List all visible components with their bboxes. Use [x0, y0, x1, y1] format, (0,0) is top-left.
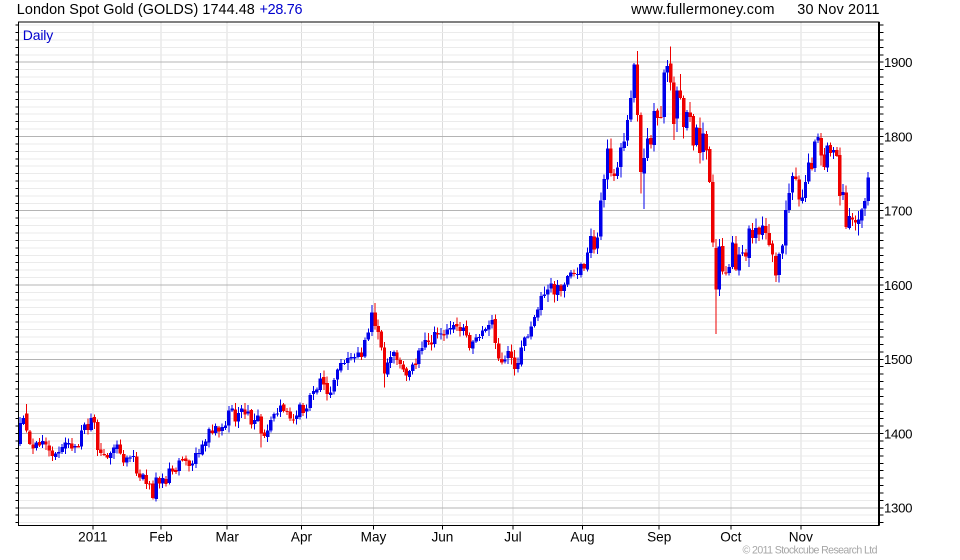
svg-text:May: May [361, 530, 387, 545]
svg-text:Mar: Mar [215, 530, 239, 545]
svg-text:© 2011 Stockcube Research Ltd: © 2011 Stockcube Research Ltd [743, 545, 878, 557]
svg-text:1800: 1800 [884, 129, 913, 144]
svg-text:30 Nov 2011: 30 Nov 2011 [797, 2, 879, 18]
svg-text:2011: 2011 [78, 530, 107, 545]
svg-text:Oct: Oct [720, 530, 741, 545]
svg-text:Daily: Daily [23, 27, 53, 43]
svg-text:Apr: Apr [291, 530, 313, 545]
svg-text:1600: 1600 [884, 278, 913, 293]
svg-text:Nov: Nov [789, 530, 813, 545]
svg-text:Feb: Feb [149, 530, 172, 545]
svg-text:1700: 1700 [884, 204, 913, 219]
svg-text:Sep: Sep [647, 530, 671, 545]
svg-text:+28.76: +28.76 [260, 2, 303, 18]
svg-text:www.fullermoney.com: www.fullermoney.com [630, 2, 774, 18]
svg-text:Jun: Jun [431, 530, 453, 545]
svg-text:London Spot Gold (GOLDS) 1744.: London Spot Gold (GOLDS) 1744.48 [17, 2, 255, 18]
svg-text:1900: 1900 [884, 55, 913, 70]
svg-text:Aug: Aug [570, 530, 594, 545]
svg-text:1500: 1500 [884, 352, 913, 367]
svg-text:1300: 1300 [884, 501, 913, 516]
svg-text:1400: 1400 [884, 426, 913, 441]
svg-text:Jul: Jul [504, 530, 521, 545]
